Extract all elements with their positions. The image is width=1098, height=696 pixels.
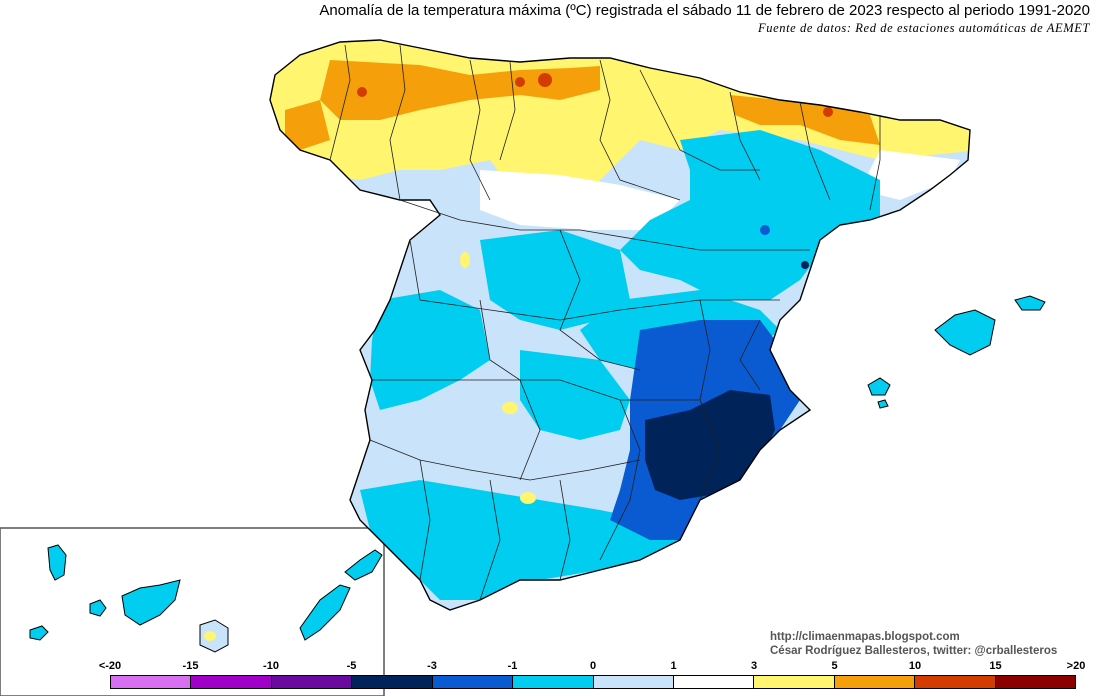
zone-yellow-spot [520,492,536,504]
zone-cyan-andalusia [360,480,690,600]
legend-label: 5 [831,660,838,672]
legend-swatch [271,676,353,688]
zone-navy-spot [801,261,809,269]
zone-white-north [480,170,680,230]
legend-label: 10 [908,660,922,672]
legend-swatch [513,676,594,688]
zone-yellow-spot [460,252,470,268]
island-lanzarote [344,549,383,581]
map-title: Anomalía de la temperatura máxima (ºC) r… [319,2,1090,19]
legend-label: -1 [507,660,518,672]
legend-swatch [111,676,192,688]
zone-cyan-center [480,230,630,330]
zone-yellow-spot [204,631,216,641]
legend-swatch [834,676,916,688]
canary-islands [29,544,383,653]
zone-yellow-spot [502,402,518,414]
legend-swatch [191,676,272,688]
island-la-gomera [89,599,107,617]
island-menorca [1014,295,1046,311]
legend-swatch [915,676,996,688]
legend-label: <-20 [98,660,122,672]
island-la-palma [47,544,67,581]
zone-white-ne [860,150,960,200]
legend-swatch [995,676,1076,688]
zone-red-spot [515,77,525,87]
island-mallorca [934,309,996,356]
island-fuerteventura [299,584,351,641]
zone-pyrenees-orange [730,95,880,145]
legend-swatch [352,676,433,688]
zone-cyan-lamancha [520,350,630,440]
canary-inset-frame [0,527,385,696]
legend-swatch [754,676,835,688]
island-tenerife [121,579,181,626]
zone-red-spot [538,73,552,87]
zone-north-orange [320,60,600,120]
zone-blue-spot [760,225,770,235]
legend-label: 15 [989,660,1002,672]
legend-label: 1 [670,660,677,672]
zone-red-spot [357,87,367,97]
peninsula-anomaly-field [270,40,970,610]
legend-label: 0 [589,660,597,672]
legend-label: -5 [346,660,357,672]
peninsula-coastline [269,39,971,611]
zone-galicia-orange [285,100,330,150]
legend-color-bar [110,675,1076,689]
legend-label: 3 [750,660,758,672]
legend-swatch [432,676,514,688]
legend-label: -3 [427,660,437,672]
zone-navy-murcia [645,390,775,500]
island-formentera [877,399,889,409]
data-source: Fuente de datos: Red de estaciones autom… [757,21,1090,35]
legend-swatch [593,676,674,688]
island-el-hierro [29,625,49,641]
legend-label: -10 [263,660,279,672]
blog-credit[interactable]: http://climaenmapas.blogspot.com [770,631,960,643]
legend-label: -15 [182,660,199,672]
balearic-islands [867,295,1046,409]
legend-swatch [673,676,755,688]
legend-labels: <-20 -15 -10 -5 -3 -1 0 1 3 5 10 15 >20 [0,660,1098,674]
legend-label: >20 [1066,660,1086,672]
author-credit: César Rodríguez Ballesteros, twitter: @c… [770,645,1058,657]
zone-red-spot [823,107,833,117]
province-borders [329,44,881,601]
island-ibiza [867,377,891,396]
